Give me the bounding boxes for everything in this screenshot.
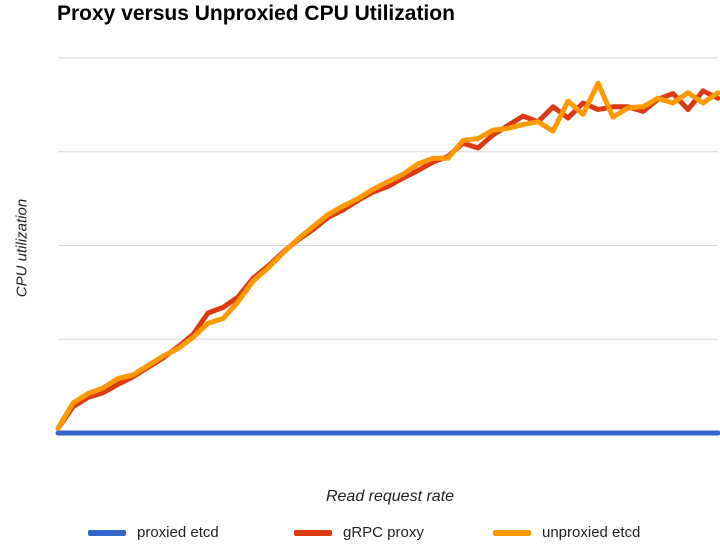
legend-item: proxied etcd: [88, 524, 219, 541]
series-line-2: [55, 80, 720, 431]
series-line-1: [55, 88, 720, 431]
series-lines: [55, 80, 720, 436]
legend-label: gRPC proxy: [343, 524, 424, 541]
legend-label: proxied etcd: [137, 524, 219, 541]
legend-item: unproxied etcd: [493, 524, 640, 541]
legend: proxied etcd gRPC proxy unproxied etcd: [0, 524, 720, 550]
x-axis-label: Read request rate: [325, 488, 455, 505]
legend-swatch: [493, 529, 531, 536]
chart-title: Proxy versus Unproxied CPU Utilization: [57, 2, 455, 25]
line-chart: [55, 57, 720, 436]
legend-item: gRPC proxy: [294, 524, 424, 541]
legend-swatch: [88, 529, 126, 536]
y-axis-label: CPU utilization: [13, 198, 31, 298]
legend-swatch: [294, 529, 332, 536]
legend-label: unproxied etcd: [542, 524, 641, 541]
